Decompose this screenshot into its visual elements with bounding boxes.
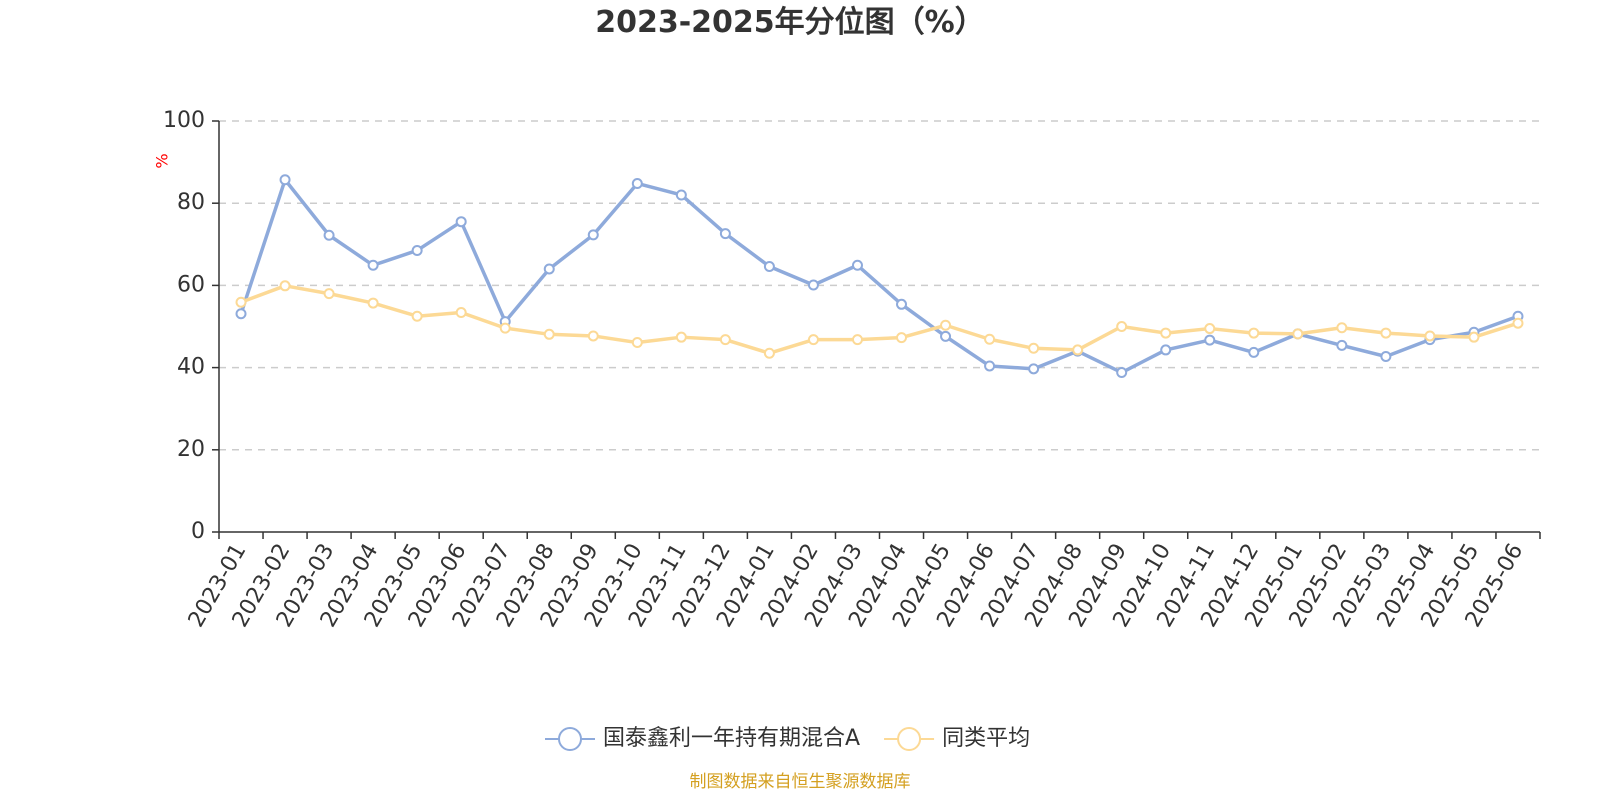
data-point[interactable] <box>499 322 511 334</box>
data-point[interactable] <box>367 259 379 271</box>
data-point[interactable] <box>587 229 599 241</box>
data-point[interactable] <box>1204 334 1216 346</box>
y-tick-label: 80 <box>177 190 205 215</box>
data-point[interactable] <box>896 298 908 310</box>
data-point[interactable] <box>807 279 819 291</box>
data-point[interactable] <box>984 360 996 372</box>
data-point[interactable] <box>1204 323 1216 335</box>
data-point[interactable] <box>543 328 555 340</box>
data-point[interactable] <box>1380 327 1392 339</box>
data-point[interactable] <box>323 288 335 300</box>
data-point[interactable] <box>1028 363 1040 375</box>
data-point[interactable] <box>1116 321 1128 332</box>
y-tick-label: 60 <box>177 272 205 297</box>
legend[interactable]: 国泰鑫利一年持有期混合A 同类平均 <box>545 726 1030 751</box>
data-point[interactable] <box>631 177 643 189</box>
y-tick-label: 0 <box>191 519 205 544</box>
axes: 0204060801002023-012023-022023-032023-04… <box>163 108 1541 632</box>
y-tick-label: 100 <box>163 108 205 133</box>
data-point[interactable] <box>543 263 555 275</box>
data-point[interactable] <box>984 333 996 345</box>
data-point[interactable] <box>1336 339 1348 351</box>
legend-item-2[interactable]: 同类平均 <box>884 726 1030 751</box>
series-1 <box>235 174 1524 379</box>
data-point[interactable] <box>1160 344 1172 356</box>
data-point[interactable] <box>235 308 247 320</box>
data-point[interactable] <box>851 334 863 346</box>
data-point[interactable] <box>455 216 467 228</box>
data-point[interactable] <box>763 260 775 272</box>
data-point[interactable] <box>675 331 687 343</box>
data-point[interactable] <box>1116 367 1128 379</box>
data-point[interactable] <box>719 228 731 240</box>
data-point[interactable] <box>1468 331 1480 343</box>
data-point[interactable] <box>1072 344 1084 356</box>
data-point[interactable] <box>1424 330 1436 342</box>
data-point[interactable] <box>1028 342 1040 354</box>
data-point[interactable] <box>587 330 599 342</box>
y-tick-label: 40 <box>177 355 205 380</box>
legend-circle-marker <box>897 727 922 751</box>
data-point[interactable] <box>279 280 291 292</box>
series-line <box>239 284 1520 355</box>
data-point[interactable] <box>851 259 863 271</box>
data-point[interactable] <box>1512 317 1524 329</box>
data-point[interactable] <box>896 332 908 344</box>
data-point[interactable] <box>235 296 247 308</box>
data-point[interactable] <box>763 347 775 359</box>
chart-title: 2023-2025年分位图（%） <box>595 5 985 40</box>
data-source-note: 制图数据来自恒生聚源数据库 <box>690 772 911 792</box>
data-point[interactable] <box>631 337 643 349</box>
data-point[interactable] <box>455 307 467 319</box>
legend-label: 国泰鑫利一年持有期混合A <box>603 726 860 751</box>
data-point[interactable] <box>940 330 952 342</box>
data-point[interactable] <box>1336 322 1348 334</box>
data-point[interactable] <box>1248 346 1260 358</box>
legend-label: 同类平均 <box>942 726 1030 751</box>
y-axis-unit-label: % <box>153 153 172 168</box>
data-point[interactable] <box>1292 328 1304 340</box>
data-point[interactable] <box>719 334 731 346</box>
series-layer <box>235 174 1524 379</box>
data-point[interactable] <box>411 244 423 256</box>
data-point[interactable] <box>1160 327 1172 339</box>
y-tick-label: 20 <box>177 437 205 462</box>
data-point[interactable] <box>940 319 952 331</box>
series-2 <box>235 280 1524 359</box>
data-point[interactable] <box>323 229 335 241</box>
data-point[interactable] <box>675 189 687 201</box>
data-point[interactable] <box>411 310 423 322</box>
data-point[interactable] <box>1380 351 1392 363</box>
data-point[interactable] <box>367 297 379 309</box>
data-point[interactable] <box>807 334 819 346</box>
legend-item-1[interactable]: 国泰鑫利一年持有期混合A <box>545 726 860 751</box>
series-line <box>239 178 1520 375</box>
data-point[interactable] <box>279 174 291 186</box>
legend-circle-marker <box>558 727 582 751</box>
data-point[interactable] <box>1248 327 1260 339</box>
